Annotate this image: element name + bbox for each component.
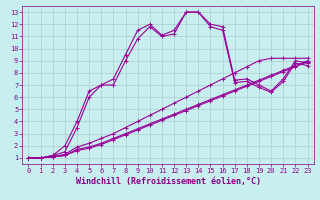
X-axis label: Windchill (Refroidissement éolien,°C): Windchill (Refroidissement éolien,°C) — [76, 177, 260, 186]
